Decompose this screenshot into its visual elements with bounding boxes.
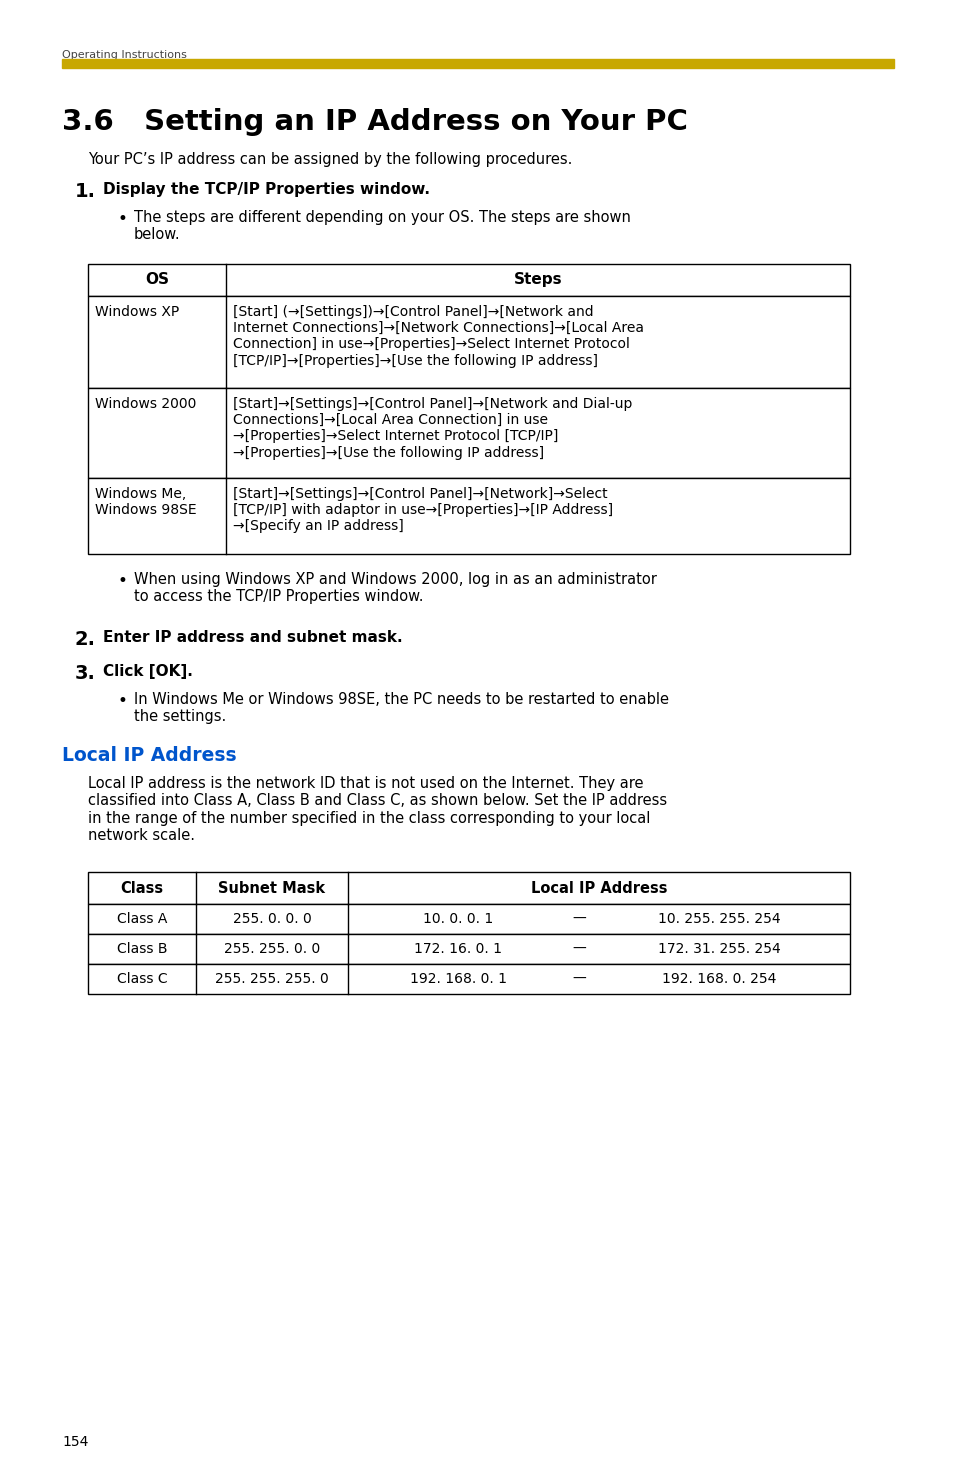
Bar — [88, 965, 849, 994]
Text: Class A: Class A — [116, 912, 167, 926]
Bar — [88, 934, 849, 965]
Text: Your PC’s IP address can be assigned by the following procedures.: Your PC’s IP address can be assigned by … — [88, 152, 572, 167]
Text: Steps: Steps — [513, 271, 561, 288]
Text: Display the TCP/IP Properties window.: Display the TCP/IP Properties window. — [103, 181, 430, 198]
Text: Operating Instructions: Operating Instructions — [62, 50, 187, 60]
Text: 172. 16. 0. 1: 172. 16. 0. 1 — [414, 943, 502, 956]
Text: [Start] (→[Settings])→[Control Panel]→[Network and
Internet Connections]→[Networ: [Start] (→[Settings])→[Control Panel]→[N… — [233, 305, 643, 367]
Text: Windows 2000: Windows 2000 — [95, 397, 196, 412]
Text: [Start]→[Settings]→[Control Panel]→[Network and Dial-up
Connections]→[Local Area: [Start]→[Settings]→[Control Panel]→[Netw… — [233, 397, 632, 460]
Text: •: • — [118, 209, 128, 229]
Text: 3.6   Setting an IP Address on Your PC: 3.6 Setting an IP Address on Your PC — [62, 108, 687, 136]
Text: 154: 154 — [62, 1435, 89, 1448]
Text: —: — — [572, 912, 585, 926]
Bar — [88, 478, 849, 555]
Bar — [62, 59, 893, 68]
Text: 192. 168. 0. 1: 192. 168. 0. 1 — [410, 972, 506, 985]
Text: Local IP address is the network ID that is not used on the Internet. They are
cl: Local IP address is the network ID that … — [88, 776, 666, 844]
Text: Class B: Class B — [116, 943, 167, 956]
Text: OS: OS — [145, 271, 169, 288]
Text: Enter IP address and subnet mask.: Enter IP address and subnet mask. — [103, 630, 402, 645]
Text: Class: Class — [120, 881, 163, 895]
Bar — [88, 296, 849, 388]
Text: [Start]→[Settings]→[Control Panel]→[Network]→Select
[TCP/IP] with adaptor in use: [Start]→[Settings]→[Control Panel]→[Netw… — [233, 487, 613, 534]
Text: When using Windows XP and Windows 2000, log in as an administrator
to access the: When using Windows XP and Windows 2000, … — [133, 572, 657, 605]
Text: In Windows Me or Windows 98SE, the PC needs to be restarted to enable
the settin: In Windows Me or Windows 98SE, the PC ne… — [133, 692, 668, 724]
Text: Subnet Mask: Subnet Mask — [218, 881, 325, 895]
Text: Windows XP: Windows XP — [95, 305, 179, 319]
Text: 255. 255. 0. 0: 255. 255. 0. 0 — [224, 943, 320, 956]
Text: 3.: 3. — [75, 664, 95, 683]
Text: —: — — [572, 972, 585, 985]
Text: Click [OK].: Click [OK]. — [103, 664, 193, 678]
Text: Local IP Address: Local IP Address — [62, 746, 236, 766]
Bar — [88, 388, 849, 478]
Text: 192. 168. 0. 254: 192. 168. 0. 254 — [661, 972, 776, 985]
Text: Local IP Address: Local IP Address — [530, 881, 666, 895]
Text: •: • — [118, 692, 128, 709]
Text: The steps are different depending on your OS. The steps are shown
below.: The steps are different depending on you… — [133, 209, 630, 242]
Text: —: — — [572, 943, 585, 956]
Text: 10. 255. 255. 254: 10. 255. 255. 254 — [658, 912, 780, 926]
Text: Class C: Class C — [116, 972, 167, 985]
Bar — [88, 872, 849, 904]
Text: 2.: 2. — [75, 630, 96, 649]
Text: 10. 0. 0. 1: 10. 0. 0. 1 — [423, 912, 493, 926]
Text: 255. 255. 255. 0: 255. 255. 255. 0 — [214, 972, 329, 985]
Text: 1.: 1. — [75, 181, 96, 201]
Text: Windows Me,
Windows 98SE: Windows Me, Windows 98SE — [95, 487, 196, 518]
Bar — [88, 264, 849, 296]
Text: 255. 0. 0. 0: 255. 0. 0. 0 — [233, 912, 311, 926]
Bar — [88, 904, 849, 934]
Text: 172. 31. 255. 254: 172. 31. 255. 254 — [658, 943, 781, 956]
Text: •: • — [118, 572, 128, 590]
